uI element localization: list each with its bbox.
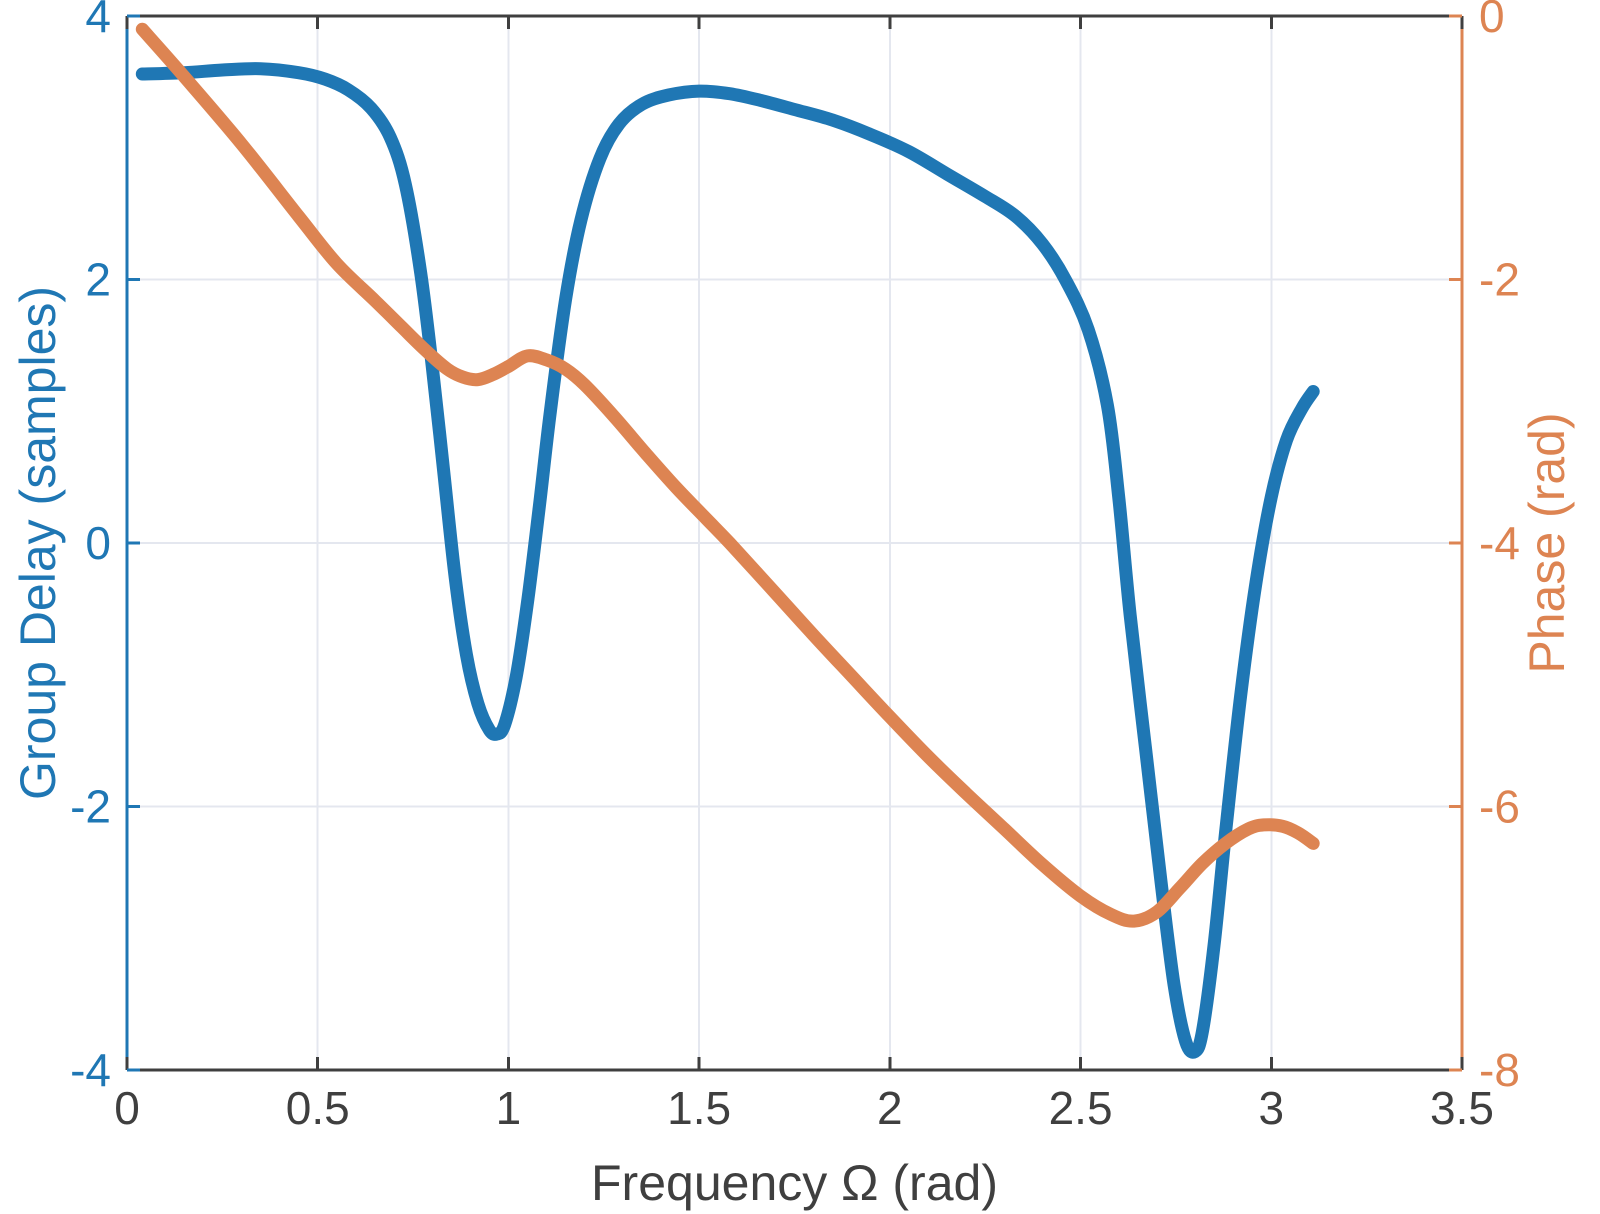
- x-tick-label: 2: [877, 1082, 903, 1134]
- x-tick-label: 0.5: [286, 1082, 350, 1134]
- x-tick-label: 1: [496, 1082, 522, 1134]
- x-tick-label: 3.5: [1430, 1082, 1494, 1134]
- x-tick-label: 1.5: [667, 1082, 731, 1134]
- left-y-tick-label: -2: [70, 781, 111, 833]
- left-y-tick-label: 0: [85, 517, 111, 569]
- right-y-tick-label: -4: [1479, 517, 1520, 569]
- right-y-axis-label: Phase (rad): [1519, 412, 1575, 673]
- x-tick-label: 2.5: [1049, 1082, 1113, 1134]
- right-y-tick-label: -8: [1479, 1044, 1520, 1096]
- x-tick-label: 3: [1258, 1082, 1284, 1134]
- right-y-tick-label: -6: [1479, 781, 1520, 833]
- phase-curve: [135, 22, 1320, 928]
- group-delay-curve: [135, 62, 1320, 1059]
- right-y-tick-label: 0: [1479, 0, 1505, 42]
- x-tick-label: 0: [114, 1082, 140, 1134]
- left-y-tick-label: 2: [85, 254, 111, 306]
- x-axis-label: Frequency Ω (rad): [591, 1155, 998, 1211]
- left-y-tick-label: 4: [85, 0, 111, 42]
- left-y-tick-label: -4: [70, 1044, 111, 1096]
- right-y-tick-label: -2: [1479, 254, 1520, 306]
- left-y-axis-label: Group Delay (samples): [10, 286, 66, 800]
